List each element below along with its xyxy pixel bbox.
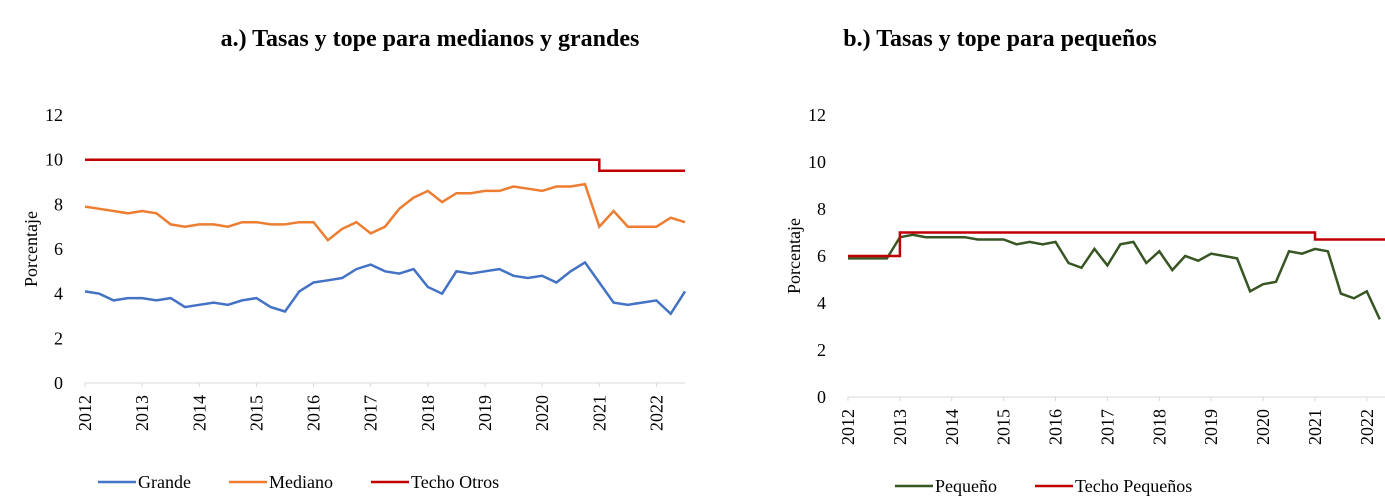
y-tick-label: 10 (45, 150, 63, 170)
y-tick-label: 10 (808, 152, 826, 172)
x-tick-label: 2021 (589, 395, 609, 431)
x-tick-label: 2012 (75, 395, 95, 431)
x-tick-label: 2018 (418, 395, 438, 431)
legend-label: Grande (138, 472, 191, 492)
x-tick-label: 2016 (1046, 409, 1066, 445)
chart-title: a.) Tasas y tope para medianos y grandes (221, 26, 640, 52)
y-tick-label: 2 (54, 328, 63, 348)
series-line (84, 260, 687, 316)
x-tick-label: 2015 (994, 409, 1014, 445)
legend-label: Mediano (269, 472, 333, 492)
x-tick-label: 2018 (1149, 409, 1169, 445)
x-tick-label: 2021 (1305, 409, 1325, 445)
y-tick-label: 0 (817, 387, 826, 407)
series-line (85, 158, 685, 173)
x-tick-label: 2016 (304, 395, 324, 431)
x-tick-label: 2020 (532, 395, 552, 431)
y-axis-label: Porcentaje (784, 218, 804, 294)
y-tick-label: 4 (817, 293, 826, 313)
x-tick-label: 2020 (1253, 409, 1273, 445)
x-tick-label: 2013 (890, 409, 910, 445)
legend-label: Techo Otros (411, 472, 499, 492)
y-tick-label: 12 (45, 105, 63, 125)
x-tick-label: 2017 (361, 395, 381, 431)
x-tick-label: 2012 (838, 409, 858, 445)
y-tick-label: 8 (817, 199, 826, 219)
x-tick-label: 2022 (646, 395, 666, 431)
y-tick-label: 6 (817, 246, 826, 266)
legend-label: Pequeño (935, 476, 997, 496)
x-tick-label: 2017 (1097, 409, 1117, 445)
series-line (848, 231, 1385, 258)
x-tick-label: 2014 (942, 409, 962, 445)
x-tick-label: 2014 (189, 395, 209, 431)
x-tick-label: 2019 (475, 395, 495, 431)
x-tick-label: 2015 (246, 395, 266, 431)
x-tick-label: 2013 (132, 395, 152, 431)
chart-title: b.) Tasas y tope para pequeños (843, 26, 1156, 52)
y-axis-label: Porcentaje (21, 211, 41, 287)
x-tick-label: 2022 (1357, 409, 1377, 445)
y-tick-label: 12 (808, 105, 826, 125)
series-line (84, 182, 686, 242)
y-tick-label: 2 (817, 340, 826, 360)
x-tick-label: 2019 (1201, 409, 1221, 445)
y-tick-label: 0 (54, 373, 63, 393)
y-tick-label: 4 (54, 284, 63, 304)
y-tick-label: 6 (54, 239, 63, 259)
y-tick-label: 8 (54, 194, 63, 214)
series-line (848, 233, 1381, 320)
legend-label: Techo Pequeños (1075, 476, 1192, 496)
